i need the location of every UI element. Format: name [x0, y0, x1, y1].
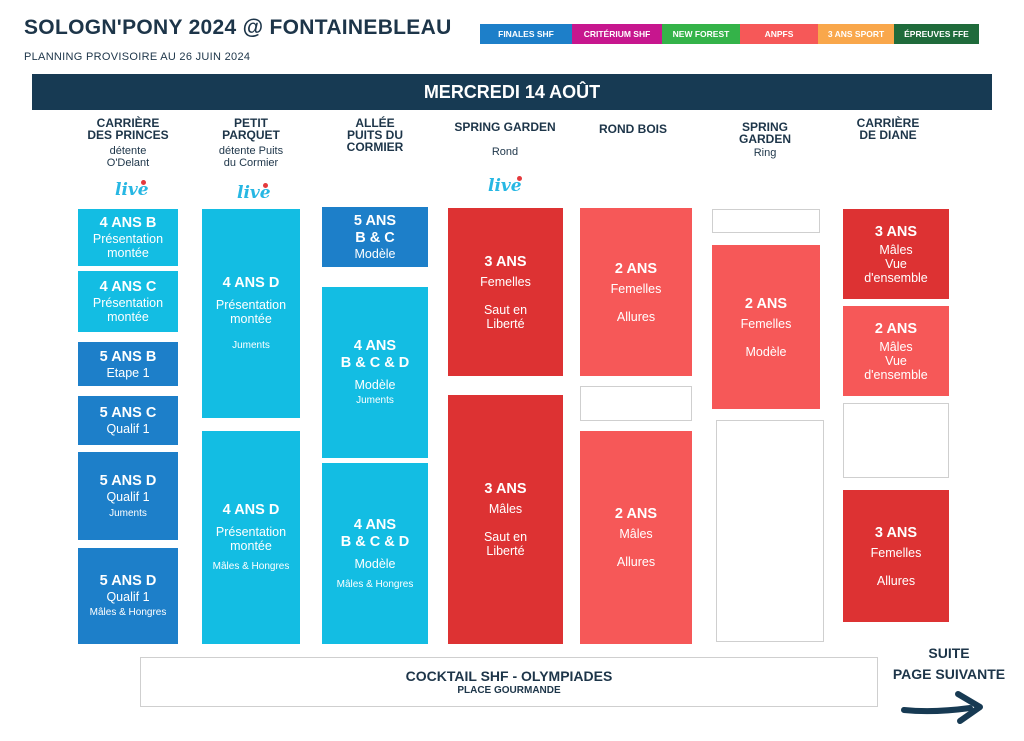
event-block: 2 ANS Femelles Modèle [712, 245, 820, 409]
cocktail-box: COCKTAIL SHF - OLYMPIADES PLACE GOURMAND… [140, 657, 878, 707]
event-detail: Qualif 1 [106, 590, 150, 604]
event-detail: Femelles Saut en Liberté [480, 274, 531, 331]
event-title: 2 ANS [614, 260, 658, 277]
event-note: Mâles & Hongres [336, 578, 414, 590]
legend-criterium-shf: CRITÉRIUM SHF [572, 24, 662, 44]
event-detail: Présentation montée [92, 296, 164, 324]
live-logo: live [115, 180, 149, 200]
event-note: Juments [232, 340, 270, 351]
event-detail: Présentation montée [92, 232, 164, 260]
event-title: 4 ANS B & C & D [340, 338, 410, 371]
event-block: 3 ANS Femelles Allures [843, 490, 949, 622]
event-detail: Présentation montée [215, 525, 287, 553]
column-title-carriere-des-princes: CARRIÈRE DES PRINCES [87, 116, 169, 142]
event-block: 4 ANS B & C & D Modèle Juments [322, 287, 428, 458]
event-detail: Modèle [354, 378, 396, 392]
event-detail: Modèle [354, 247, 396, 261]
event-title: 5 ANS B [99, 348, 157, 365]
column-title-spring-garden-ring: SPRING GARDEN [738, 120, 791, 146]
event-title: 3 ANS [874, 223, 918, 240]
legend-anpfs: ANPFS [740, 24, 818, 44]
event-block: 2 ANS Mâles Allures [580, 431, 692, 644]
event-title: 2 ANS [744, 295, 788, 312]
column-title-spring-garden-rond: SPRING GARDEN [454, 120, 556, 134]
column-title-allee-puits-du-cormier: ALLÉE PUITS DU CORMIER [346, 116, 404, 154]
event-block: 4 ANS D Présentation montée Juments [202, 209, 300, 418]
column-title-rond-bois: ROND BOIS [598, 122, 667, 136]
event-detail: Etape 1 [106, 365, 150, 380]
event-note: Mâles & Hongres [89, 607, 167, 618]
live-logo: live [488, 176, 522, 196]
legend-epreuves-ffe: ÉPREUVES FFE [894, 24, 979, 44]
event-title: 4 ANS C [99, 279, 157, 295]
event-block: 5 ANS C Qualif 1 [78, 396, 178, 445]
column-title-petit-parquet: PETIT PARQUET [222, 116, 280, 142]
event-detail: Mâles Saut en Liberté [483, 502, 528, 558]
event-detail: Qualif 1 [106, 422, 150, 436]
live-dot-icon [141, 180, 146, 185]
event-title: 4 ANS D [222, 275, 280, 291]
event-block: 2 ANS Mâles Vue d'ensemble [843, 306, 949, 396]
column-title-carriere-de-diane: CARRIÈRE DE DIANE [856, 116, 920, 142]
event-note: Juments [109, 507, 147, 519]
event-title: 4 ANS B & C & D [340, 516, 410, 550]
event-title: 3 ANS [484, 481, 527, 497]
empty-slot [712, 209, 820, 233]
live-dot-icon [263, 183, 268, 188]
event-title: 4 ANS D [222, 502, 280, 518]
column-sub-petit-parquet: détente Puits du Cormier [218, 145, 284, 169]
next-page-label: SUITE PAGE SUIVANTE [892, 645, 1006, 682]
live-logo: live [237, 183, 271, 203]
event-detail: Mâles Vue d'ensemble [864, 242, 928, 285]
column-sub-spring-garden-ring: Ring [753, 147, 777, 159]
event-detail: Qualif 1 [106, 489, 150, 504]
event-title: 5 ANS C [99, 405, 157, 421]
event-title: 3 ANS [484, 253, 527, 270]
page-subtitle: PLANNING PROVISOIRE AU 26 JUIN 2024 [24, 51, 251, 63]
event-title: 5 ANS D [99, 472, 157, 489]
event-block: 3 ANS Mâles Saut en Liberté [448, 395, 563, 644]
event-note: Mâles & Hongres [212, 561, 290, 572]
day-banner: MERCREDI 14 AOÛT [32, 74, 992, 110]
event-block: 5 ANS B & C Modèle [322, 207, 428, 267]
empty-slot [716, 420, 824, 642]
event-title: 5 ANS D [99, 573, 157, 589]
event-title: 3 ANS [874, 524, 918, 541]
event-title: 2 ANS [874, 320, 918, 337]
event-detail: Femelles Modèle [740, 316, 792, 359]
event-block: 3 ANS Mâles Vue d'ensemble [843, 209, 949, 299]
event-block: 4 ANS B & C & D Modèle Mâles & Hongres [322, 463, 428, 644]
event-detail: Mâles Allures [616, 527, 656, 569]
event-detail: Présentation montée [215, 298, 287, 326]
legend-3-ans-sport: 3 ANS SPORT [818, 24, 894, 44]
live-dot-icon [517, 176, 522, 181]
event-detail: Femelles Allures [610, 281, 662, 324]
column-sub-carriere-des-princes: détente O'Delant [106, 145, 150, 169]
event-note: Juments [356, 395, 394, 406]
event-block: 4 ANS D Présentation montée Mâles & Hong… [202, 431, 300, 644]
event-title: 2 ANS [614, 506, 658, 522]
event-block: 5 ANS D Qualif 1 Juments [78, 452, 178, 540]
event-title: 4 ANS B [99, 215, 157, 231]
event-block: 5 ANS D Qualif 1 Mâles & Hongres [78, 548, 178, 644]
event-detail: Mâles Vue d'ensemble [864, 339, 928, 382]
page-title: SOLOGN'PONY 2024 @ FONTAINEBLEAU [24, 16, 452, 39]
column-sub-spring-garden-rond: Rond [491, 146, 519, 158]
legend-new-forest: NEW FOREST [662, 24, 740, 44]
arrow-right-icon [901, 691, 983, 724]
legend-finales-shf: FINALES SHF [480, 24, 572, 44]
empty-slot [580, 386, 692, 421]
event-detail: Femelles Allures [870, 545, 922, 588]
event-block: 4 ANS C Présentation montée [78, 271, 178, 332]
cocktail-title: COCKTAIL SHF - OLYMPIADES [405, 668, 613, 684]
event-block: 3 ANS Femelles Saut en Liberté [448, 208, 563, 376]
event-title: 5 ANS B & C [353, 213, 397, 246]
event-block: 4 ANS B Présentation montée [78, 209, 178, 266]
event-detail: Modèle [354, 556, 396, 571]
event-block: 2 ANS Femelles Allures [580, 208, 692, 376]
event-block: 5 ANS B Etape 1 [78, 342, 178, 386]
cocktail-subtitle: PLACE GOURMANDE [457, 685, 561, 696]
empty-slot [843, 403, 949, 478]
